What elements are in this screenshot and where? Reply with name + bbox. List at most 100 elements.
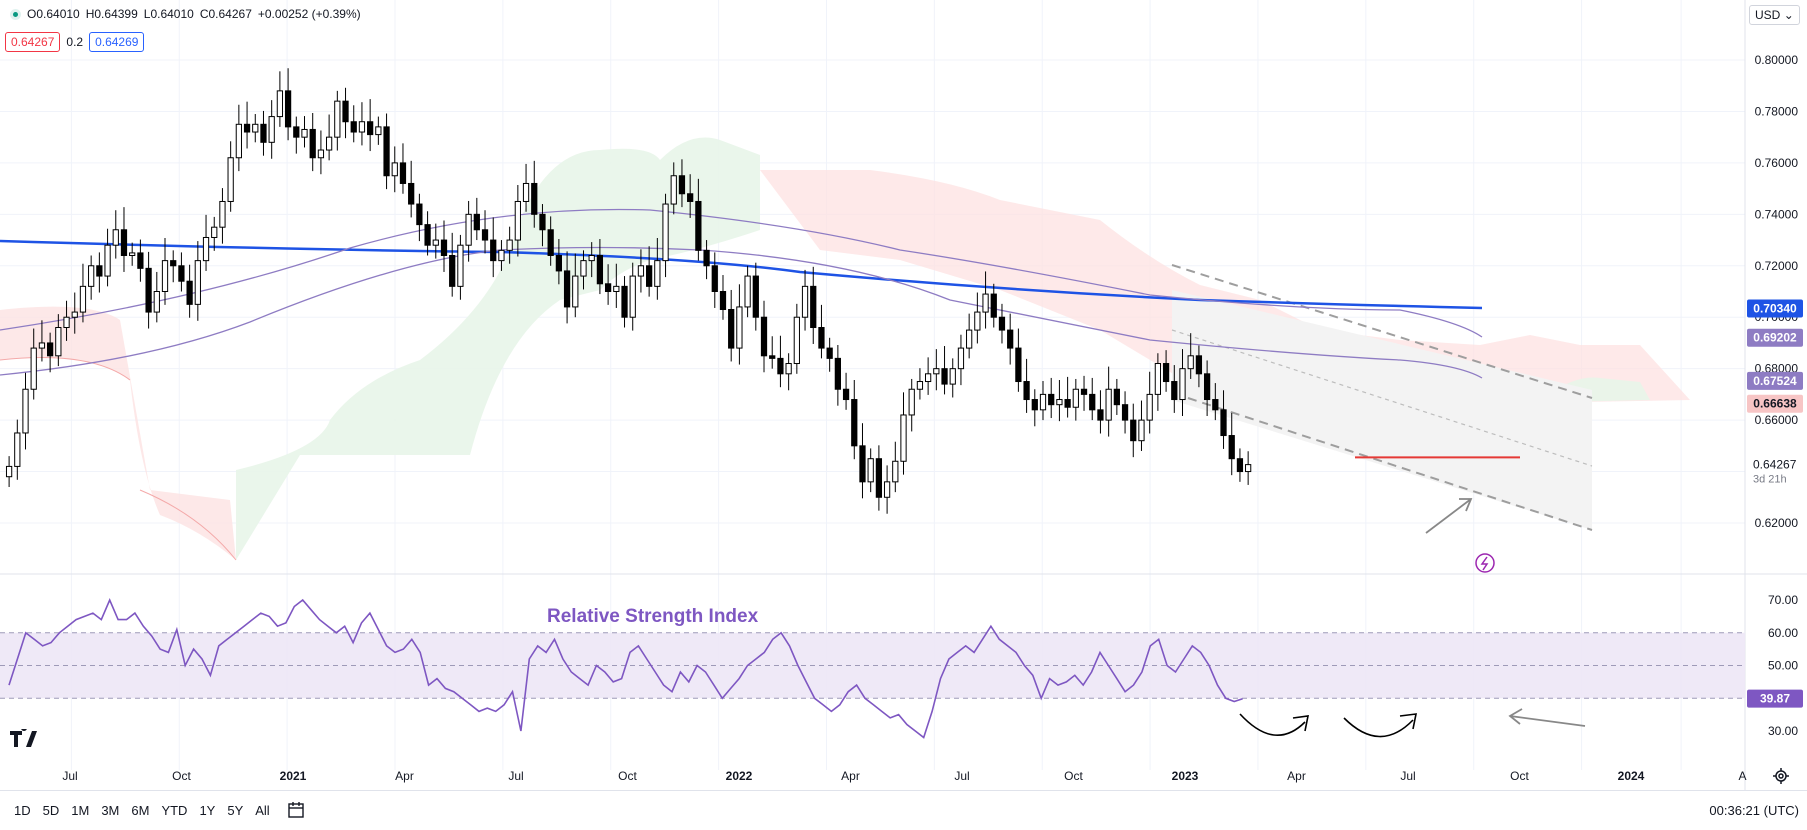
candle-down — [309, 128, 316, 159]
candle-up — [883, 481, 891, 498]
tradingview-logo — [10, 729, 37, 747]
ichimoku-cloud — [0, 137, 1690, 561]
candle-up — [55, 327, 62, 357]
candle-down — [408, 182, 415, 205]
rsi-title: Relative Strength Index — [547, 606, 759, 627]
channel-lower-line — [1187, 397, 1593, 531]
candle-down — [1113, 388, 1120, 406]
candle-down — [818, 327, 825, 349]
candle-up — [317, 149, 325, 159]
candle-up — [161, 260, 169, 292]
candle-down — [842, 388, 850, 401]
candle-up — [194, 260, 201, 305]
candle-up — [793, 316, 800, 365]
candle-down — [539, 213, 546, 231]
candle-up — [104, 244, 111, 277]
price-badge — [1747, 299, 1803, 318]
range-button-6m[interactable]: 6M — [131, 803, 150, 818]
trade-chips: 0.64267 0.2 0.64269 — [5, 32, 145, 52]
time-tick-label: Oct — [172, 769, 191, 783]
range-button-1m[interactable]: 1M — [71, 803, 90, 818]
rsi-line — [8, 597, 1243, 739]
time-tick-label: Jul — [62, 769, 77, 783]
candle-up — [79, 285, 87, 313]
candle-up — [744, 275, 751, 308]
candle-down — [1171, 381, 1178, 401]
candle-up — [211, 226, 218, 238]
cloud-green-area — [236, 137, 760, 560]
price-tick-label: 0.78000 — [1755, 104, 1799, 118]
price-badge — [1747, 328, 1803, 347]
candle-down — [490, 239, 497, 262]
candle-down — [1162, 363, 1170, 383]
candle-down — [1228, 435, 1235, 460]
candle-up — [654, 260, 661, 287]
price-tick-label: 0.76000 — [1755, 156, 1799, 170]
time-tick-label: Jul — [508, 769, 523, 783]
candle-down — [810, 285, 817, 329]
last-price-label: 0.64267 — [1753, 458, 1797, 472]
candle-up — [1056, 399, 1063, 406]
candle-down — [367, 121, 374, 136]
candle-down — [47, 342, 54, 357]
candle-up — [1105, 388, 1112, 421]
rsi-tick-label: 30.00 — [1768, 724, 1798, 738]
gear-icon[interactable] — [1773, 768, 1789, 784]
candle-up — [785, 363, 792, 375]
range-button-ytd[interactable]: YTD — [161, 803, 188, 818]
calendar-goto-icon[interactable] — [287, 800, 307, 820]
candle-down — [1089, 393, 1096, 411]
ohlc-open: O0.64010 — [27, 7, 80, 21]
candle-down — [646, 265, 653, 287]
ma-purple-line-1 — [0, 208, 1483, 338]
sell-price-button[interactable]: 0.64267 — [5, 32, 61, 52]
candle-up — [924, 373, 932, 383]
price-tick-label: 0.72000 — [1755, 259, 1799, 273]
candle-down — [875, 458, 883, 498]
candle-down — [120, 229, 128, 256]
candle-down — [284, 90, 292, 128]
candle-up — [801, 285, 809, 318]
candle-up — [112, 229, 119, 246]
candle-down — [719, 291, 727, 311]
candle-down — [531, 182, 538, 215]
candle-up — [1138, 419, 1145, 442]
range-button-3m[interactable]: 3M — [101, 803, 120, 818]
range-button-1d[interactable]: 1D — [14, 803, 31, 818]
range-button-5d[interactable]: 5D — [42, 803, 60, 818]
candle-up — [637, 265, 645, 277]
currency-label: USD — [1755, 8, 1781, 22]
candle-up — [908, 388, 915, 416]
channel-upper-line — [1171, 264, 1593, 399]
candle-up — [670, 175, 677, 205]
candle-down — [687, 193, 694, 202]
price-badge-label: 0.67524 — [1753, 374, 1797, 388]
candle-up — [736, 306, 743, 349]
price-badge — [1747, 394, 1803, 413]
candle-down — [728, 309, 735, 349]
candle-down — [440, 239, 448, 256]
ohlc-change: +0.00252 (+0.39%) — [257, 7, 361, 21]
candle-down — [752, 275, 759, 318]
range-button-all[interactable]: All — [255, 803, 270, 818]
candle-up — [522, 182, 530, 202]
candle-down — [383, 126, 390, 177]
candle-up — [916, 381, 924, 390]
time-tick-label: A — [1738, 769, 1746, 783]
channel-lines — [1171, 264, 1593, 531]
candle-down — [711, 265, 718, 292]
rsi-value-badge — [1747, 689, 1803, 708]
currency-select[interactable]: USD ⌄ — [1749, 5, 1800, 25]
candle-up — [1245, 464, 1252, 473]
candle-down — [834, 357, 841, 390]
candle-up — [572, 275, 579, 308]
time-tick-label: 2021 — [280, 769, 307, 783]
buy-price-button[interactable]: 0.64269 — [89, 32, 145, 52]
range-button-5y[interactable]: 5Y — [227, 803, 244, 818]
range-button-1y[interactable]: 1Y — [199, 803, 216, 818]
candle-down — [990, 293, 997, 318]
candle-down — [555, 254, 563, 272]
candle-up — [202, 236, 210, 262]
candle-up — [301, 128, 308, 138]
